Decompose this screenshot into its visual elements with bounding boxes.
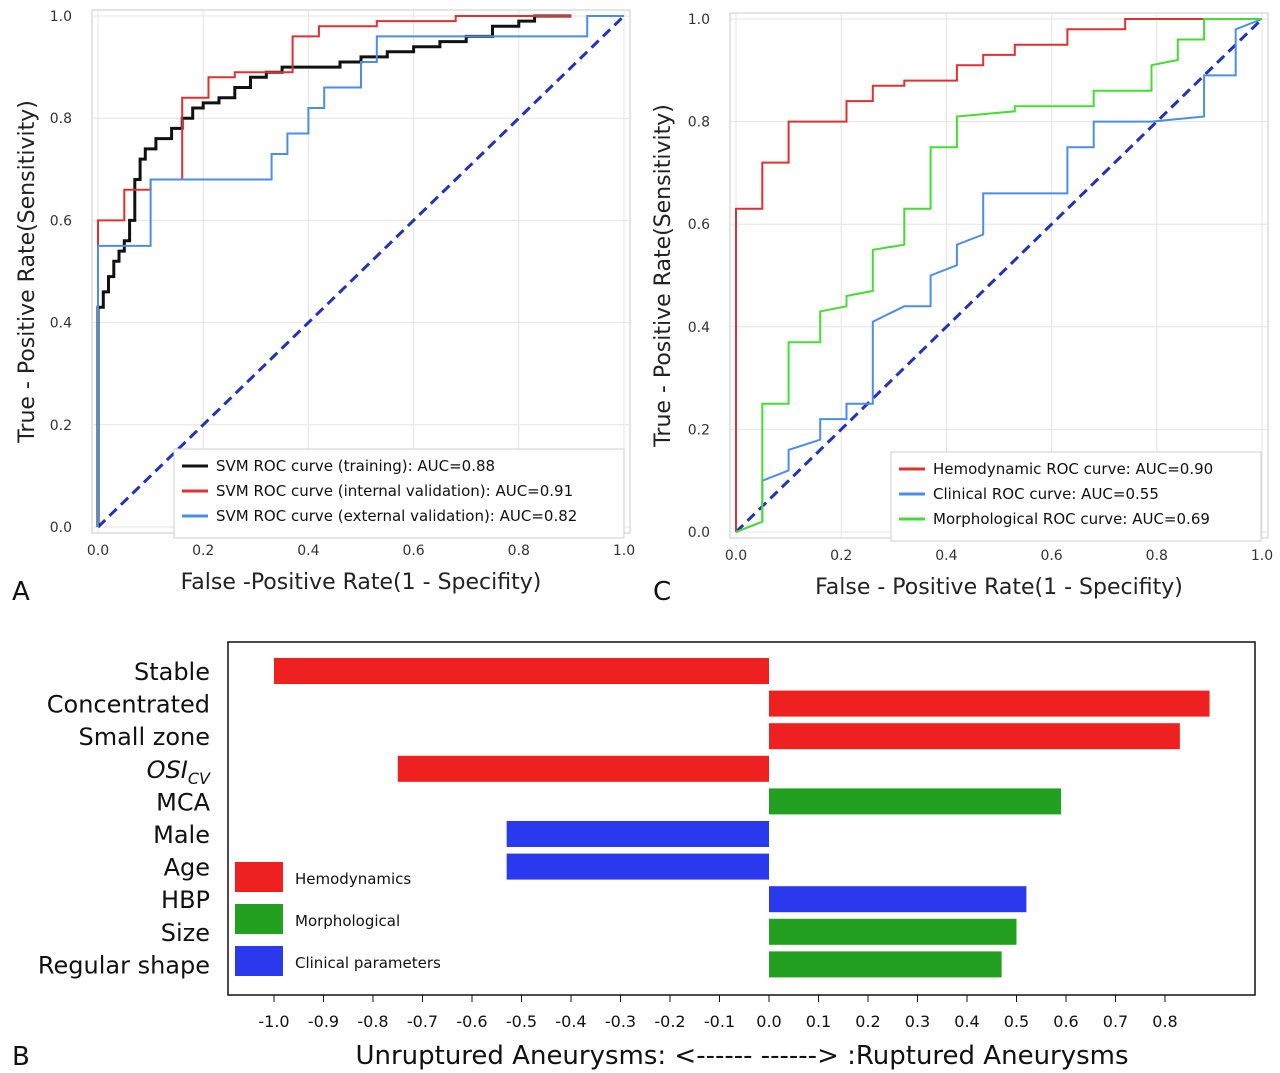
legend-swatch xyxy=(235,946,283,976)
y-tick-label: 1.0 xyxy=(50,9,72,25)
x-tick-label: -0.2 xyxy=(654,1012,685,1031)
bar xyxy=(769,951,1002,978)
panel-label-a: A xyxy=(12,577,30,607)
y-axis-label: True - Positive Rate(Sensitivity) xyxy=(15,100,40,444)
category-label: MCA xyxy=(156,788,210,816)
chance-diagonal-line xyxy=(96,14,626,529)
x-tick-label: 0.0 xyxy=(87,543,109,559)
category-label: Small zone xyxy=(78,723,210,751)
x-tick-label: 0.6 xyxy=(402,543,424,559)
x-tick-label: 0.2 xyxy=(855,1012,880,1031)
category-label: Concentrated xyxy=(47,691,210,719)
x-tick-label: 0.8 xyxy=(1146,548,1168,564)
roc-series-line xyxy=(97,15,572,527)
x-tick-label: 0.2 xyxy=(192,543,214,559)
bar xyxy=(274,658,769,684)
bar xyxy=(769,918,1017,945)
x-tick-label: -0.7 xyxy=(407,1012,438,1031)
chance-diagonal-line xyxy=(734,17,1264,534)
y-tick-label: 0.6 xyxy=(688,217,710,233)
roc-series-line xyxy=(735,18,1262,532)
x-tick-label: 0.4 xyxy=(935,548,957,564)
category-label: Age xyxy=(164,854,210,882)
legend-swatch xyxy=(235,862,283,892)
x-tick-label: -0.4 xyxy=(555,1012,586,1031)
panel-label-c: C xyxy=(653,577,671,607)
x-tick-label: 0.0 xyxy=(756,1012,781,1031)
x-tick-label: 0.7 xyxy=(1103,1012,1128,1031)
x-tick-label: -0.5 xyxy=(506,1012,537,1031)
x-axis-label: False -Positive Rate(1 - Specifity) xyxy=(181,570,542,595)
x-tick-label: 0.5 xyxy=(1004,1012,1029,1031)
roc-chart-a: 0.0 0.2 0.4 0.6 0.8 1.0 0.0 0.2 0.4 0.6 0.8 1.0 Fals… xyxy=(15,9,635,595)
x-tick-label: 0.8 xyxy=(508,543,530,559)
y-tick-label: 0.0 xyxy=(50,520,72,536)
roc-series-line xyxy=(96,14,572,527)
x-tick-label: -0.3 xyxy=(605,1012,636,1031)
x-tick-label: -0.9 xyxy=(308,1012,339,1031)
legend-label: Hemodynamic ROC curve: AUC=0.90 xyxy=(933,460,1213,478)
legend-box xyxy=(173,448,625,539)
legend-box xyxy=(890,451,1262,542)
x-tick-label: -0.6 xyxy=(456,1012,487,1031)
y-tick-label: 0.4 xyxy=(688,320,710,336)
legend-label: Morphological xyxy=(295,912,400,930)
x-tick-label: 0.8 xyxy=(1152,1012,1177,1031)
category-label: Stable xyxy=(134,658,210,686)
x-tick-label: 0.4 xyxy=(297,543,319,559)
legend-label: SVM ROC curve (external validation): AUC… xyxy=(216,507,577,525)
legend-label: Clinical parameters xyxy=(295,954,441,972)
category-label: Male xyxy=(153,821,210,849)
x-tick-label: -0.1 xyxy=(704,1012,735,1031)
legend-swatch xyxy=(235,904,283,934)
x-tick-label: -1.0 xyxy=(258,1012,289,1031)
x-tick-label: 0.4 xyxy=(954,1012,979,1031)
roc-series-line xyxy=(735,18,1262,533)
legend-label: Morphological ROC curve: AUC=0.69 xyxy=(933,510,1210,528)
legend-label: SVM ROC curve (internal validation): AUC… xyxy=(216,482,573,500)
x-tick-label: 0.0 xyxy=(725,548,747,564)
roc-series-line xyxy=(97,15,624,527)
y-tick-label: 0.0 xyxy=(688,525,710,541)
y-tick-label: 0.2 xyxy=(50,418,72,434)
x-tick-label: 0.2 xyxy=(830,548,852,564)
bar xyxy=(397,755,769,782)
x-axis-label: False - Positive Rate(1 - Specifity) xyxy=(815,575,1183,600)
category-label: Regular shape xyxy=(38,951,210,979)
bar xyxy=(506,853,769,880)
y-tick-label: 0.2 xyxy=(688,422,710,438)
category-label: OSICV xyxy=(147,756,211,788)
y-tick-label: 0.4 xyxy=(50,316,72,332)
x-tick-label: 1.0 xyxy=(1251,548,1273,564)
bar xyxy=(769,788,1062,815)
x-tick-label: 0.6 xyxy=(1053,1012,1078,1031)
bar xyxy=(769,690,1210,717)
x-axis-label: Unruptured Aneurysms: <------ ------> :R… xyxy=(355,1041,1128,1071)
plot-frame xyxy=(227,641,1256,996)
y-tick-label: 0.8 xyxy=(50,111,72,127)
x-tick-label: 0.1 xyxy=(806,1012,831,1031)
panel-label-b: B xyxy=(12,1042,30,1072)
bar xyxy=(506,821,769,847)
category-label: Size xyxy=(161,919,210,947)
legend-label: Hemodynamics xyxy=(295,870,411,888)
x-tick-label: 0.6 xyxy=(1040,548,1062,564)
x-tick-label: -0.8 xyxy=(357,1012,388,1031)
roc-chart-c: 0.0 0.2 0.4 0.6 0.8 1.0 0.0 0.2 0.4 0.6 0.8 1.0 Fals… xyxy=(651,12,1273,600)
bar xyxy=(769,723,1180,750)
y-tick-label: 1.0 xyxy=(688,12,710,28)
bar xyxy=(769,886,1027,913)
category-label: HBP xyxy=(161,886,210,914)
x-tick-label: 1.0 xyxy=(613,543,635,559)
roc-series-line xyxy=(735,18,1263,533)
x-tick-label: 0.3 xyxy=(905,1012,930,1031)
legend-label: SVM ROC curve (training): AUC=0.88 xyxy=(216,457,495,475)
y-tick-label: 0.8 xyxy=(688,115,710,131)
legend-label: Clinical ROC curve: AUC=0.55 xyxy=(933,485,1159,503)
y-axis-label: True - Positive Rate(Sensitivity) xyxy=(651,104,676,448)
y-tick-label: 0.6 xyxy=(50,213,72,229)
